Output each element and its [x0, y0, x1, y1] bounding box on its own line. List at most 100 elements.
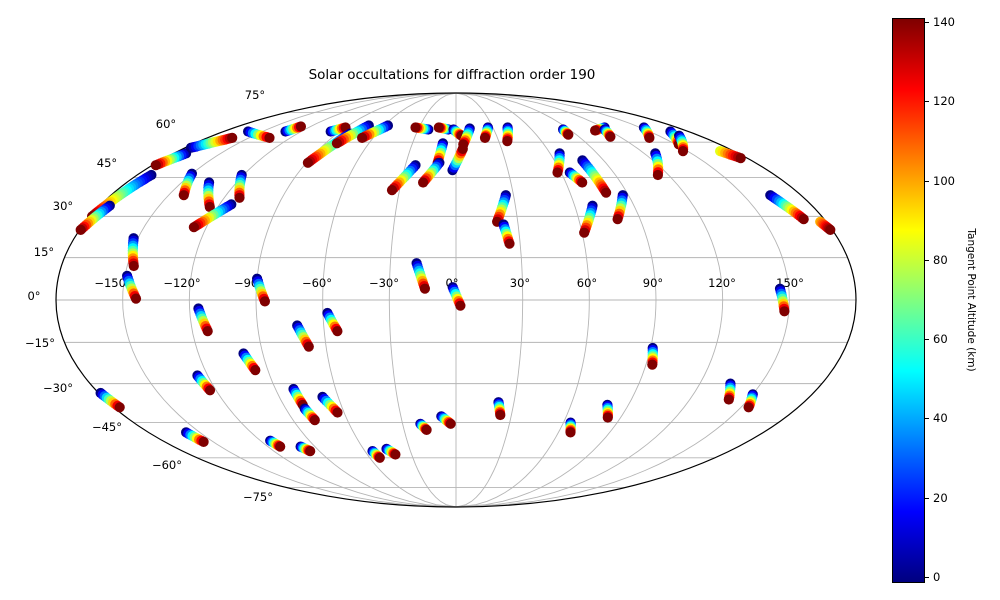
track-point	[421, 424, 432, 435]
track-point	[644, 132, 655, 143]
track-point	[331, 138, 342, 149]
colorbar-tick-label: 140	[933, 15, 955, 29]
track-point	[264, 132, 275, 143]
track-point	[250, 365, 261, 376]
occultation-track	[410, 122, 434, 135]
occultation-track	[234, 169, 247, 203]
occultation-track	[436, 411, 456, 429]
chart-title: Solar occultations for diffraction order…	[308, 67, 596, 83]
track-point	[652, 169, 664, 181]
occultation-track	[564, 167, 588, 188]
occultation-track	[192, 370, 216, 396]
colorbar-tick-mark	[925, 101, 929, 103]
track-point	[305, 446, 316, 457]
track-point	[332, 326, 343, 337]
colorbar-tick-label: 80	[933, 252, 948, 267]
occultation-track	[493, 397, 506, 421]
lon-tick-label: 60°	[577, 276, 597, 290]
colorbar-tick-label: 120	[933, 94, 955, 109]
colorbar-tick-mark	[925, 577, 929, 578]
occultation-track	[447, 143, 468, 176]
track-point	[502, 136, 513, 147]
track-point	[723, 394, 734, 405]
track-point	[309, 415, 320, 426]
gridline-meridian	[455, 92, 790, 508]
occultation-track	[447, 282, 466, 311]
occultation-track	[552, 148, 565, 178]
occultation-track	[743, 389, 758, 413]
track-point	[743, 402, 754, 413]
gridline-meridian	[255, 92, 457, 508]
occultation-track	[565, 417, 576, 438]
track-point	[563, 129, 574, 140]
track-point	[386, 185, 398, 196]
lat-tick-label: −45°	[92, 420, 122, 434]
track-point	[374, 452, 385, 463]
lon-tick-label: 30°	[510, 276, 530, 290]
gridline-meridian	[455, 92, 657, 508]
occultation-track	[418, 157, 445, 188]
colorbar-tick-mark	[925, 259, 929, 261]
occultation-track	[295, 441, 316, 457]
occultation-track	[479, 122, 493, 143]
track-point	[605, 131, 616, 142]
lat-tick-label: 0°	[27, 289, 40, 303]
gridline-meridian	[188, 92, 457, 508]
occultation-track	[238, 348, 261, 376]
track-point	[198, 436, 209, 447]
track-point	[390, 449, 401, 460]
track-point	[735, 153, 746, 164]
track-point	[433, 122, 444, 133]
lat-tick-label: −75°	[243, 490, 273, 504]
lon-tick-label: −150°	[94, 276, 131, 290]
occultation-track	[815, 216, 836, 235]
occultation-track	[498, 219, 515, 249]
occultation-track	[178, 168, 197, 201]
occultation-track	[602, 399, 614, 423]
lon-tick-label: −60°	[302, 276, 332, 290]
occultation-track	[458, 123, 475, 150]
track-point	[479, 132, 491, 143]
track-point	[234, 192, 245, 203]
track-point	[130, 293, 142, 304]
occultation-track	[774, 283, 790, 317]
lat-tick-label: 75°	[245, 88, 265, 102]
track-point	[602, 412, 613, 423]
track-point	[825, 224, 836, 235]
track-point	[204, 201, 215, 213]
lon-tick-label: 90°	[643, 276, 663, 290]
track-point	[798, 214, 809, 225]
occultation-track	[386, 160, 421, 196]
occultation-track	[647, 342, 658, 370]
occultation-track	[299, 403, 320, 426]
lat-tick-label: 60°	[156, 117, 176, 131]
gridline-meridian	[455, 92, 724, 508]
track-point	[677, 146, 689, 157]
occultation-track	[650, 148, 664, 181]
track-point	[204, 385, 216, 396]
gridline-meridian	[122, 92, 457, 508]
track-point	[577, 177, 588, 188]
track-point	[601, 187, 612, 198]
lon-tick-label: −30°	[369, 276, 399, 290]
lat-tick-label: 15°	[34, 245, 54, 259]
track-point	[150, 160, 161, 171]
track-point	[75, 224, 86, 235]
occultation-track	[638, 122, 655, 143]
occultation-track	[411, 258, 430, 294]
occultation-track	[579, 200, 598, 238]
occultation-track	[674, 130, 689, 157]
occultation-track	[150, 148, 192, 171]
occultation-track	[558, 124, 574, 140]
occultation-track	[252, 273, 270, 307]
occultation-track	[599, 124, 616, 142]
occultation-track	[715, 146, 746, 164]
occultation-track	[723, 378, 736, 405]
track-point	[357, 132, 368, 143]
colorbar-tick-label: 20	[933, 490, 948, 505]
track-point	[128, 260, 139, 272]
lon-tick-label: 120°	[708, 276, 736, 290]
occultation-track	[181, 427, 209, 447]
map-boundary	[55, 92, 857, 508]
